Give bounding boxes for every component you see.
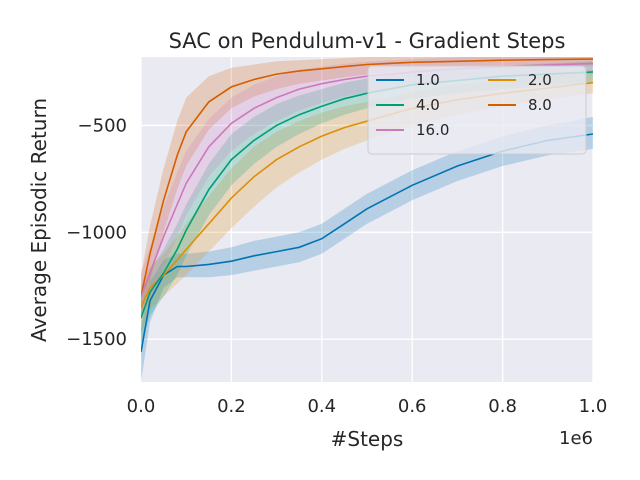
x-tick-label: 0.8 bbox=[488, 396, 517, 417]
x-tick-label: 0.2 bbox=[217, 396, 246, 417]
x-axis-label: #Steps bbox=[331, 427, 404, 451]
legend: 1.0 2.0 4.0 8.0 16.0 bbox=[367, 65, 587, 155]
y-axis-label: Average Episodic Return bbox=[27, 98, 51, 342]
line-series-1.0 bbox=[141, 133, 593, 353]
band-series-4.0 bbox=[141, 61, 593, 344]
y-tick-label: −500 bbox=[78, 115, 127, 136]
legend-label-16.0: 16.0 bbox=[416, 121, 449, 139]
legend-frame bbox=[367, 65, 587, 155]
x-tick-label: 1.0 bbox=[579, 396, 608, 417]
legend-label-2.0: 2.0 bbox=[528, 71, 552, 89]
x-axis-offset-label: 1e6 bbox=[559, 428, 593, 449]
band-series-16.0 bbox=[141, 57, 593, 318]
chart-title: SAC on Pendulum-v1 - Gradient Steps bbox=[169, 29, 566, 53]
legend-label-1.0: 1.0 bbox=[416, 71, 440, 89]
tick-labels: 0.0 0.2 0.4 0.6 0.8 1.0 −1500 −1000 −500 bbox=[66, 115, 607, 417]
line-series-8.0 bbox=[141, 58, 593, 297]
legend-label-4.0: 4.0 bbox=[416, 96, 440, 114]
x-tick-label: 0.0 bbox=[127, 396, 156, 417]
x-tick-label: 0.4 bbox=[307, 396, 336, 417]
y-tick-label: −1500 bbox=[66, 329, 127, 350]
x-tick-label: 0.6 bbox=[398, 396, 427, 417]
legend-label-8.0: 8.0 bbox=[528, 96, 552, 114]
y-tick-label: −1000 bbox=[66, 222, 127, 243]
